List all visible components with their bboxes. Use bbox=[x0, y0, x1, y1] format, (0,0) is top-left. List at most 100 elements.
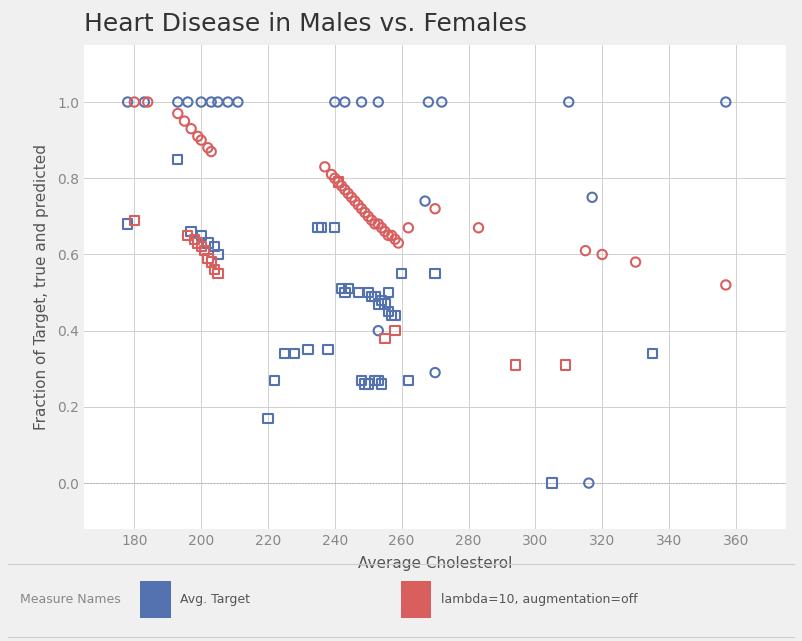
Point bbox=[629, 257, 642, 267]
Point bbox=[184, 124, 197, 134]
Point bbox=[178, 116, 191, 126]
Point bbox=[388, 234, 401, 244]
Point bbox=[212, 269, 225, 279]
Point bbox=[362, 379, 375, 389]
Point bbox=[352, 200, 365, 210]
X-axis label: Average Cholesterol: Average Cholesterol bbox=[358, 556, 512, 571]
Point bbox=[422, 97, 435, 107]
Point bbox=[428, 367, 441, 378]
Point bbox=[382, 306, 395, 317]
Point bbox=[342, 283, 354, 294]
Point bbox=[318, 162, 331, 172]
Point bbox=[128, 97, 140, 107]
Point bbox=[362, 287, 375, 297]
Point bbox=[562, 97, 575, 107]
Point bbox=[138, 97, 151, 107]
Point bbox=[181, 230, 194, 240]
Point bbox=[315, 222, 328, 233]
Point bbox=[382, 287, 395, 297]
Point bbox=[579, 246, 592, 256]
Point bbox=[172, 108, 184, 119]
Point bbox=[365, 215, 378, 225]
Point bbox=[372, 326, 385, 336]
Point bbox=[379, 333, 391, 344]
Point bbox=[372, 299, 385, 309]
Point bbox=[312, 222, 325, 233]
Point bbox=[288, 349, 301, 359]
Point bbox=[428, 269, 441, 279]
Text: lambda=10, augmentation=off: lambda=10, augmentation=off bbox=[441, 593, 638, 606]
Point bbox=[335, 181, 348, 191]
Point bbox=[221, 97, 234, 107]
Point bbox=[302, 345, 314, 355]
Point bbox=[212, 97, 225, 107]
Point bbox=[322, 345, 334, 355]
Point bbox=[205, 97, 217, 107]
Point bbox=[338, 97, 351, 107]
Y-axis label: Fraction of Target, true and predicted: Fraction of Target, true and predicted bbox=[34, 144, 49, 430]
Point bbox=[201, 143, 214, 153]
Point bbox=[435, 97, 448, 107]
Point bbox=[382, 230, 395, 240]
Point bbox=[646, 349, 658, 359]
Point bbox=[388, 310, 401, 320]
Point bbox=[328, 173, 341, 183]
Point bbox=[345, 192, 358, 203]
Point bbox=[201, 253, 214, 263]
Point bbox=[332, 177, 345, 187]
Point bbox=[379, 226, 391, 237]
Point bbox=[719, 280, 732, 290]
Point bbox=[128, 215, 140, 225]
Point bbox=[192, 131, 205, 142]
Point bbox=[375, 222, 388, 233]
Point bbox=[372, 375, 385, 385]
Point bbox=[141, 97, 154, 107]
Point bbox=[368, 375, 381, 385]
Point bbox=[205, 257, 217, 267]
Point bbox=[172, 97, 184, 107]
Point bbox=[385, 310, 398, 320]
Point bbox=[325, 169, 338, 179]
Point bbox=[268, 375, 281, 385]
Point bbox=[582, 478, 595, 488]
Point bbox=[392, 238, 405, 248]
Point bbox=[358, 208, 371, 218]
Point bbox=[372, 219, 385, 229]
Point bbox=[188, 234, 200, 244]
Point bbox=[596, 249, 609, 260]
Point bbox=[358, 379, 371, 389]
Point bbox=[375, 295, 388, 305]
Point bbox=[198, 246, 211, 256]
Point bbox=[212, 249, 225, 260]
Point bbox=[195, 135, 208, 146]
Point bbox=[368, 291, 381, 301]
Point bbox=[372, 97, 385, 107]
Point bbox=[261, 413, 274, 424]
Point bbox=[559, 360, 572, 370]
Point bbox=[192, 238, 205, 248]
Point bbox=[338, 287, 351, 297]
Point bbox=[232, 97, 245, 107]
Point bbox=[181, 97, 194, 107]
Point bbox=[328, 222, 341, 233]
Point bbox=[348, 196, 361, 206]
Point bbox=[508, 360, 521, 370]
FancyBboxPatch shape bbox=[140, 581, 171, 618]
Point bbox=[355, 97, 368, 107]
Point bbox=[355, 375, 368, 385]
Point bbox=[419, 196, 431, 206]
Point bbox=[545, 478, 558, 488]
Point bbox=[328, 97, 341, 107]
Point bbox=[388, 326, 401, 336]
Point bbox=[428, 204, 441, 214]
Point bbox=[402, 222, 415, 233]
Point bbox=[385, 230, 398, 240]
Point bbox=[395, 269, 408, 279]
Point bbox=[355, 204, 368, 214]
Point bbox=[332, 177, 345, 187]
Point bbox=[208, 242, 221, 252]
Text: Avg. Target: Avg. Target bbox=[180, 593, 250, 606]
Point bbox=[335, 283, 348, 294]
Point bbox=[121, 97, 134, 107]
Point bbox=[205, 146, 217, 156]
